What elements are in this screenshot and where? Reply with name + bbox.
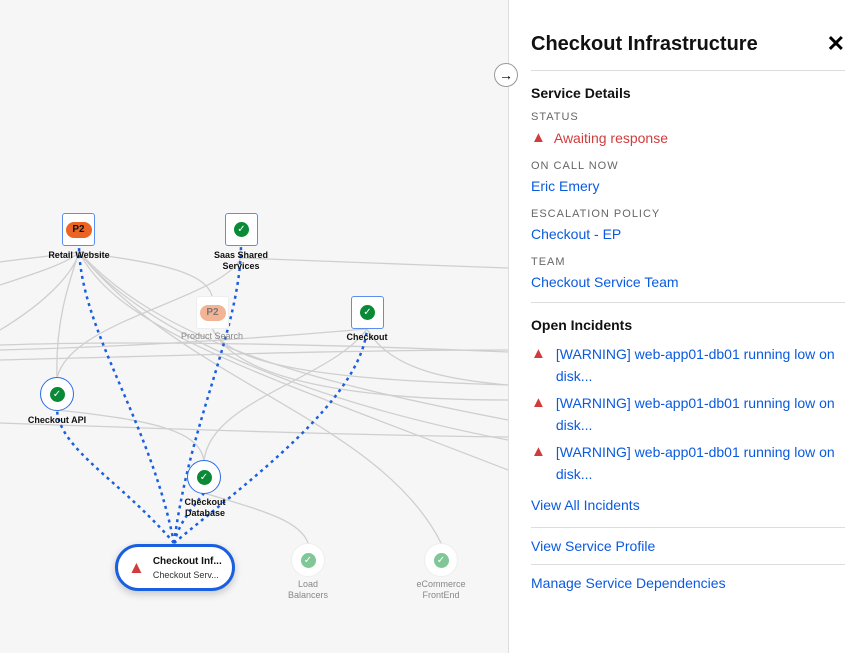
status-label: STATUS bbox=[531, 111, 579, 123]
oncall-link[interactable]: Eric Emery bbox=[531, 178, 600, 194]
check-icon: ✓ bbox=[234, 222, 249, 237]
escalation-policy-link[interactable]: Checkout - EP bbox=[531, 226, 622, 242]
open-incidents-heading: Open Incidents bbox=[531, 317, 633, 333]
manage-dependencies-link[interactable]: Manage Service Dependencies bbox=[531, 575, 726, 591]
node-label: Checkout API bbox=[27, 415, 87, 425]
escalation-policy-label: ESCALATION POLICY bbox=[531, 208, 661, 220]
team-label: TEAM bbox=[531, 256, 566, 268]
check-icon: ✓ bbox=[433, 552, 449, 568]
node-checkout-infrastructure-selected[interactable]: ▲ Checkout Inf... Checkout Serv... bbox=[115, 544, 235, 591]
incident-link[interactable]: [WARNING] web-app01-db01 running low on … bbox=[555, 346, 835, 384]
p2-badge: P2 bbox=[65, 221, 92, 238]
team-link[interactable]: Checkout Service Team bbox=[531, 274, 679, 290]
incident-link[interactable]: [WARNING] web-app01-db01 running low on … bbox=[555, 444, 835, 482]
view-service-profile-link[interactable]: View Service Profile bbox=[531, 538, 656, 554]
check-icon: ✓ bbox=[300, 552, 316, 568]
incident-item: ▲ [WARNING] web-app01-db01 running low on… bbox=[531, 392, 845, 436]
warning-icon: ▲ bbox=[531, 129, 546, 146]
status-value: Awaiting response bbox=[553, 129, 669, 146]
node-label: Saas Shared Services bbox=[213, 250, 269, 271]
check-icon: ✓ bbox=[49, 386, 65, 402]
panel-title: Checkout Infrastructure bbox=[531, 33, 758, 55]
node-label: eCommerce FrontEnd bbox=[416, 579, 466, 600]
service-graph[interactable]: P2 Retail Website ✓ Saas Shared Services… bbox=[0, 0, 508, 653]
warning-icon: ▲ bbox=[128, 557, 145, 577]
incident-item: ▲ [WARNING] web-app01-db01 running low on… bbox=[531, 343, 845, 387]
incident-item: ▲ [WARNING] web-app01-db01 running low on… bbox=[531, 441, 845, 485]
node-title: Checkout Inf... bbox=[152, 555, 222, 567]
close-icon[interactable]: ✕ bbox=[826, 31, 845, 56]
node-subtitle: Checkout Serv... bbox=[152, 569, 219, 580]
edges bbox=[0, 245, 508, 544]
view-all-incidents-link[interactable]: View All Incidents bbox=[531, 497, 640, 513]
details-panel: Checkout Infrastructure ✕ Service Detail… bbox=[508, 0, 855, 653]
warning-icon: ▲ bbox=[531, 394, 546, 411]
incident-link[interactable]: [WARNING] web-app01-db01 running low on … bbox=[555, 395, 835, 433]
node-label: Checkout Database bbox=[184, 497, 226, 518]
node-label: Product Search bbox=[180, 331, 244, 341]
check-icon: ✓ bbox=[360, 305, 375, 320]
node-label: Checkout bbox=[346, 332, 388, 342]
collapse-panel-button[interactable]: → bbox=[494, 63, 518, 87]
p2-badge: P2 bbox=[199, 304, 226, 321]
node-label: Load Balancers bbox=[287, 579, 329, 600]
check-icon: ✓ bbox=[196, 469, 212, 485]
warning-icon: ▲ bbox=[531, 443, 546, 460]
arrow-right-icon: → bbox=[499, 67, 513, 83]
warning-icon: ▲ bbox=[531, 345, 546, 362]
service-details-heading: Service Details bbox=[531, 85, 631, 101]
node-label: Retail Website bbox=[48, 250, 110, 260]
oncall-label: ON CALL NOW bbox=[531, 160, 619, 172]
